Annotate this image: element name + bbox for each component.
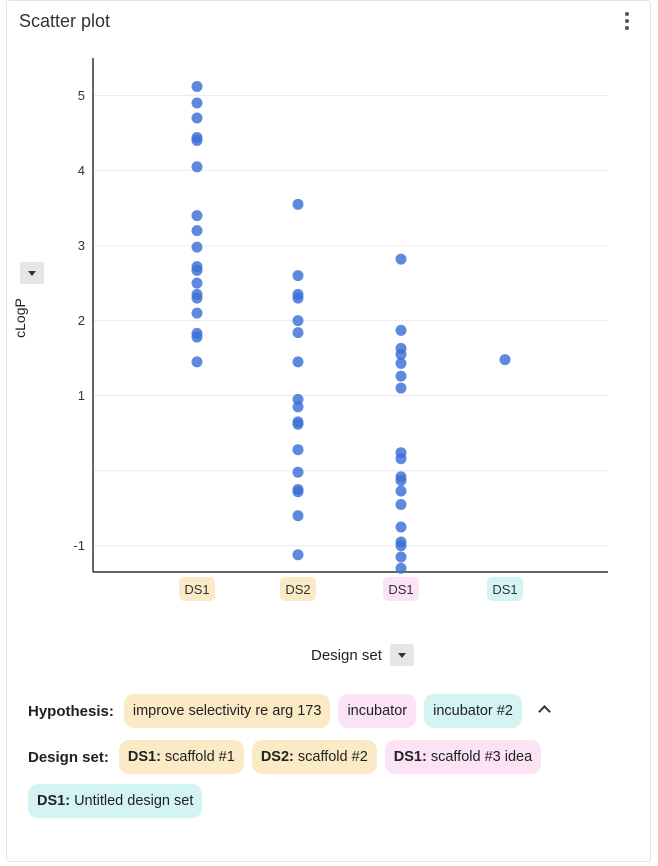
data-point[interactable] (395, 453, 407, 465)
data-point[interactable] (292, 356, 304, 368)
filter-panel: Hypothesis: improve selectivity re arg 1… (28, 694, 628, 830)
y-tick-label: 2 (78, 313, 85, 328)
data-point[interactable] (395, 357, 407, 369)
chevron-up-icon[interactable] (536, 702, 554, 720)
design-set-chip-prefix: DS1: (393, 749, 427, 765)
data-point[interactable] (395, 382, 407, 394)
design-set-label: Design set: (28, 748, 109, 766)
y-tick-label: 4 (78, 163, 85, 178)
y-axis-dropdown-button[interactable] (20, 262, 44, 284)
x-axis-control: Design set (311, 644, 414, 666)
data-point[interactable] (191, 331, 203, 343)
data-point[interactable] (292, 270, 304, 282)
design-set-chip-prefix: DS1: (127, 749, 161, 765)
data-point[interactable] (191, 210, 203, 222)
design-set-chip-text: scaffold #3 idea (426, 749, 533, 765)
design-set-filter-row: Design set: DS1: scaffold #1 DS2: scaffol… (28, 740, 628, 818)
category-chip-bg (487, 577, 523, 601)
design-set-chip-text: scaffold #2 (293, 749, 368, 765)
data-point[interactable] (292, 315, 304, 327)
data-point[interactable] (499, 354, 511, 366)
category-text: DS1 (184, 582, 209, 597)
category-text: DS1 (492, 582, 517, 597)
data-point[interactable] (292, 292, 304, 304)
x-axis-dropdown-button[interactable] (389, 644, 414, 666)
data-point[interactable] (292, 549, 304, 561)
category-text: DS1 (388, 582, 413, 597)
x-category-labels: DS1 DS2 DS1 DS1 (179, 577, 523, 601)
design-set-chip[interactable]: DS2: scaffold #2 (251, 740, 377, 774)
data-point[interactable] (292, 466, 304, 478)
data-point[interactable] (292, 444, 304, 456)
data-point[interactable] (395, 348, 407, 360)
hypothesis-chip[interactable]: incubator #2 (424, 694, 522, 728)
y-tick-label: -1 (73, 538, 85, 553)
category-chip-bg (383, 577, 419, 601)
data-point[interactable] (191, 112, 203, 124)
x-category-label: DS1 (383, 577, 419, 601)
data-point[interactable] (191, 356, 203, 368)
scatter-chart: -1 1 2 3 4 5 DS1 DS2 DS1 DS1 (73, 58, 608, 601)
design-set-chip-prefix: DS2: (260, 749, 294, 765)
hypothesis-chip[interactable]: incubator (338, 694, 417, 728)
design-set-chip-text: scaffold #1 (160, 749, 235, 765)
data-points (191, 81, 511, 574)
hypothesis-label: Hypothesis: (28, 702, 114, 720)
category-chip-bg (179, 577, 215, 601)
data-point[interactable] (292, 418, 304, 430)
design-set-chip[interactable]: DS1: Untitled design set (28, 784, 203, 818)
y-tick-label: 5 (78, 88, 85, 103)
x-axis-label: Design set (311, 646, 382, 664)
x-category-label: DS1 (179, 577, 215, 601)
data-point[interactable] (395, 370, 407, 382)
x-category-label: DS2 (280, 577, 316, 601)
design-set-chip-prefix: DS1: (37, 793, 71, 809)
x-category-label: DS1 (487, 577, 523, 601)
data-point[interactable] (191, 225, 203, 237)
data-point[interactable] (395, 562, 407, 574)
data-point[interactable] (292, 510, 304, 522)
y-tick-label: 1 (78, 388, 85, 403)
data-point[interactable] (395, 521, 407, 533)
data-point[interactable] (191, 135, 203, 147)
category-text: DS2 (285, 582, 310, 597)
data-point[interactable] (191, 241, 203, 253)
data-point[interactable] (191, 161, 203, 173)
data-point[interactable] (191, 277, 203, 289)
data-point[interactable] (395, 474, 407, 486)
design-set-chip[interactable]: DS1: scaffold #3 idea (384, 740, 542, 774)
more-vert-icon[interactable] (619, 9, 635, 35)
category-chip-bg (280, 577, 316, 601)
data-point[interactable] (191, 292, 203, 304)
y-axis-label: cLogP (11, 298, 28, 338)
data-point[interactable] (191, 307, 203, 319)
design-set-chip[interactable]: DS1: scaffold #1 (118, 740, 244, 774)
design-set-chip-text: Untitled design set (70, 793, 194, 809)
data-point[interactable] (292, 401, 304, 413)
data-point[interactable] (395, 540, 407, 552)
data-point[interactable] (292, 198, 304, 210)
data-point[interactable] (191, 81, 203, 93)
hypothesis-chip[interactable]: improve selectivity re arg 173 (123, 694, 331, 728)
y-tick-label: 3 (78, 238, 85, 253)
card-title: Scatter plot (19, 11, 111, 31)
data-point[interactable] (395, 551, 407, 563)
data-point[interactable] (395, 324, 407, 336)
data-point[interactable] (395, 485, 407, 497)
data-point[interactable] (191, 97, 203, 109)
data-point[interactable] (191, 264, 203, 276)
hypothesis-filter-row: Hypothesis: improve selectivity re arg 1… (28, 694, 628, 728)
gridlines (93, 95, 608, 547)
data-point[interactable] (395, 253, 407, 265)
data-point[interactable] (395, 498, 407, 510)
data-point[interactable] (292, 486, 304, 498)
data-point[interactable] (292, 327, 304, 339)
y-tick-labels: -1 1 2 3 4 5 (73, 88, 85, 553)
